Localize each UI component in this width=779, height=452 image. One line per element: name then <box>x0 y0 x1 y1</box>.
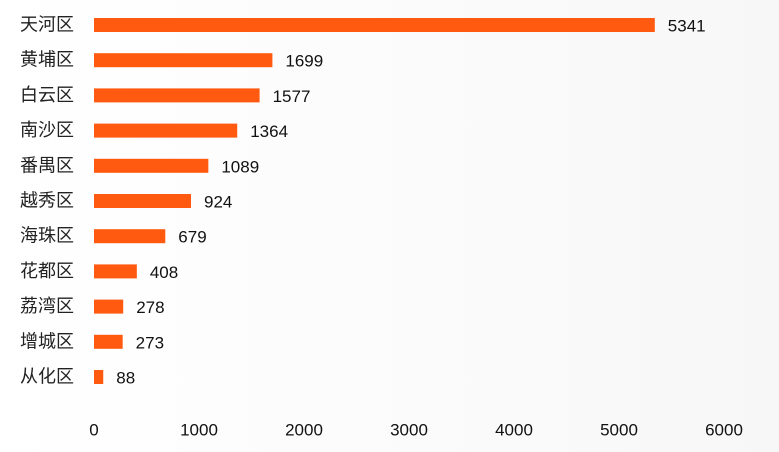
data-label: 1577 <box>273 87 311 106</box>
data-label: 1089 <box>221 157 259 176</box>
data-label: 924 <box>204 193 232 212</box>
category-label: 越秀区 <box>20 191 74 212</box>
data-label: 1364 <box>250 122 288 141</box>
x-tick-label: 4000 <box>495 421 533 440</box>
bar <box>94 123 238 138</box>
x-tick-label: 6000 <box>705 421 743 440</box>
x-tick-label: 0 <box>89 421 98 440</box>
x-tick-label: 1000 <box>180 421 218 440</box>
category-label: 白云区 <box>20 85 74 106</box>
bar <box>94 370 104 384</box>
category-label: 荔湾区 <box>20 296 74 317</box>
bar <box>94 264 137 279</box>
x-tick-label: 3000 <box>390 421 428 440</box>
x-tick-label: 2000 <box>285 421 323 440</box>
bar <box>94 158 209 173</box>
data-label: 408 <box>150 263 178 282</box>
bar <box>94 299 124 314</box>
category-label: 天河区 <box>20 15 74 36</box>
data-label: 5341 <box>668 17 706 36</box>
bar <box>94 334 123 349</box>
category-label: 从化区 <box>20 367 74 388</box>
data-label: 679 <box>178 228 206 247</box>
bar <box>94 229 166 244</box>
bar <box>94 88 260 103</box>
bar <box>94 18 655 32</box>
category-label: 花都区 <box>20 261 74 282</box>
category-label: 番禺区 <box>20 155 74 176</box>
category-label: 黄埔区 <box>20 50 74 71</box>
bar <box>94 194 192 208</box>
data-label: 1699 <box>285 52 323 71</box>
category-label: 南沙区 <box>20 120 74 141</box>
bar <box>94 53 273 68</box>
data-label: 88 <box>116 369 135 388</box>
category-label: 海珠区 <box>20 226 74 247</box>
x-tick-label: 5000 <box>600 421 638 440</box>
category-label: 增城区 <box>20 331 74 352</box>
data-label: 273 <box>136 333 164 352</box>
data-label: 278 <box>136 298 164 317</box>
